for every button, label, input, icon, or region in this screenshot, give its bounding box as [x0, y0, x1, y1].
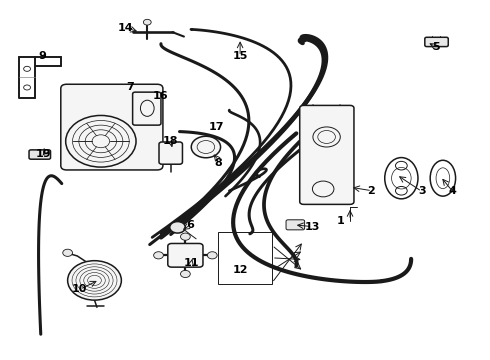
- Circle shape: [170, 222, 185, 233]
- Text: 12: 12: [232, 265, 248, 275]
- Circle shape: [180, 233, 190, 240]
- Text: 14: 14: [118, 23, 133, 33]
- Text: 13: 13: [305, 222, 320, 231]
- FancyBboxPatch shape: [300, 105, 354, 204]
- Text: 1: 1: [337, 216, 344, 226]
- FancyBboxPatch shape: [425, 37, 448, 46]
- Text: 6: 6: [186, 220, 194, 230]
- Text: 17: 17: [209, 122, 224, 132]
- FancyBboxPatch shape: [286, 220, 305, 230]
- Bar: [218, 232, 272, 284]
- FancyBboxPatch shape: [61, 84, 163, 170]
- Text: 19: 19: [36, 149, 51, 159]
- Text: 7: 7: [126, 82, 134, 92]
- Text: 4: 4: [449, 186, 457, 197]
- Text: 18: 18: [163, 136, 178, 145]
- Text: 8: 8: [214, 158, 222, 168]
- Text: 9: 9: [38, 51, 46, 61]
- Circle shape: [207, 252, 217, 259]
- FancyBboxPatch shape: [159, 142, 182, 164]
- FancyBboxPatch shape: [168, 243, 203, 267]
- Text: 5: 5: [432, 42, 440, 52]
- Text: 3: 3: [418, 186, 426, 197]
- Circle shape: [144, 19, 151, 25]
- Circle shape: [68, 261, 122, 300]
- Text: 11: 11: [183, 258, 199, 268]
- Circle shape: [154, 252, 163, 259]
- Circle shape: [63, 249, 73, 256]
- Circle shape: [180, 270, 190, 278]
- Text: 10: 10: [72, 284, 88, 294]
- FancyBboxPatch shape: [133, 92, 161, 125]
- FancyBboxPatch shape: [29, 150, 50, 159]
- Text: 16: 16: [153, 91, 169, 101]
- Text: 15: 15: [232, 51, 248, 61]
- Text: 2: 2: [367, 186, 375, 196]
- Circle shape: [191, 136, 220, 158]
